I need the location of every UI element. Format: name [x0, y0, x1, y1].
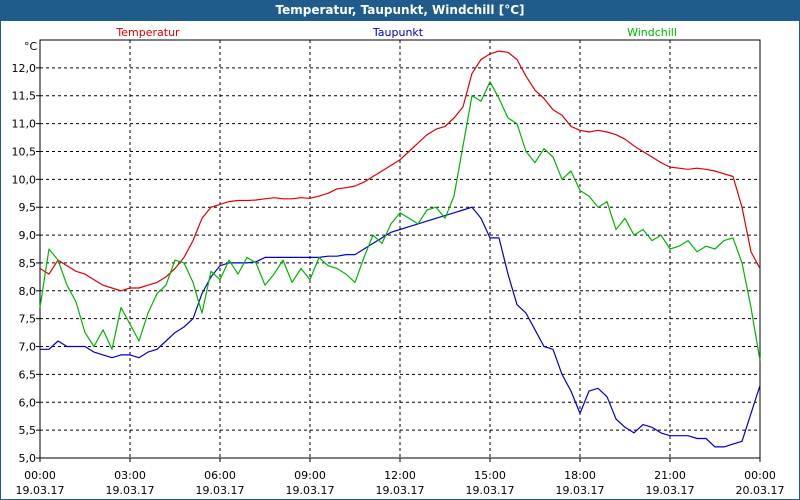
x-tick-time: 09:00: [294, 469, 326, 482]
x-tick-time: 12:00: [384, 469, 416, 482]
y-tick-label: 7,0: [19, 341, 37, 354]
series-line-taupunkt: [40, 206, 761, 448]
chart-legend: Temperatur Taupunkt Windchill: [115, 26, 677, 39]
x-tick-time: 21:00: [654, 469, 686, 482]
x-tick-time: 06:00: [204, 469, 236, 482]
x-tick-date: 19.03.17: [286, 484, 335, 497]
y-tick-label: 7,5: [19, 313, 37, 326]
y-tick-label: 8,0: [19, 285, 37, 298]
x-axis-ticks: 00:00 19.03.17 03:00 19.03.17 06:00 19.03.17 0…: [16, 458, 785, 497]
x-tick-date: 19.03.17: [196, 484, 245, 497]
x-tick-time: 00:00: [744, 469, 776, 482]
y-tick-label: 10,0: [12, 173, 37, 186]
y-tick-label: 5,5: [19, 424, 37, 437]
x-tick-time: 00:00: [24, 469, 56, 482]
x-tick-time: 18:00: [564, 469, 596, 482]
x-tick-date: 19.03.17: [376, 484, 425, 497]
y-tick-label: 11,5: [12, 90, 37, 103]
y-tick-label: 10,5: [12, 145, 37, 158]
x-tick-date: 19.03.17: [106, 484, 155, 497]
y-tick-label: 6,5: [19, 368, 37, 381]
series-line-windchill: [39, 81, 761, 361]
y-tick-label: 12,0: [12, 62, 37, 75]
x-tick-time: 03:00: [114, 469, 146, 482]
y-axis-ticks: 12,0 11,5 11,0 10,5 10,0 9,5 9,0 8,5 8,0 7,5 7,0 6,…: [12, 62, 40, 465]
series-line-temperatur: [39, 50, 761, 292]
legend-taupunkt: Taupunkt: [372, 26, 424, 39]
chart-grid: [40, 40, 760, 459]
y-tick-label: 11,0: [12, 118, 37, 131]
y-axis-unit: °C: [24, 40, 38, 53]
y-tick-label: 6,0: [19, 396, 37, 409]
y-tick-label: 9,0: [19, 229, 37, 242]
x-tick-date: 19.03.17: [646, 484, 695, 497]
y-tick-label: 5,0: [19, 452, 37, 465]
chart-series: [39, 50, 761, 448]
x-tick-date: 20.03.17: [736, 484, 785, 497]
x-tick-time: 15:00: [474, 469, 506, 482]
y-tick-label: 8,5: [19, 257, 37, 270]
legend-windchill: Windchill: [627, 26, 677, 39]
legend-temperatur: Temperatur: [115, 26, 180, 39]
x-tick-date: 19.03.17: [466, 484, 515, 497]
x-tick-date: 19.03.17: [16, 484, 65, 497]
y-tick-label: 9,5: [19, 201, 37, 214]
x-tick-date: 19.03.17: [556, 484, 605, 497]
